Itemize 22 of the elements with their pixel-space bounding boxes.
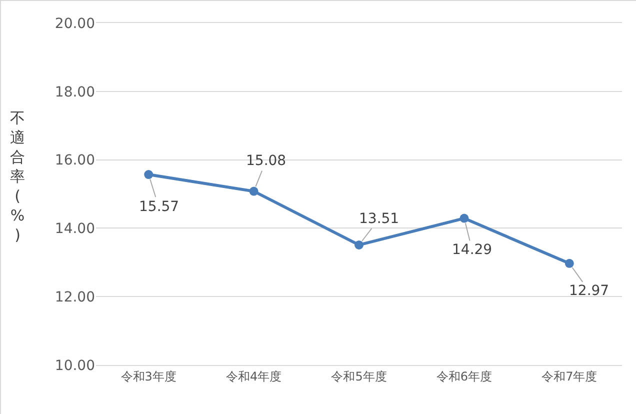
y-tick-label: 14.00 [54,221,95,238]
x-tick-label: 令和4年度 [226,369,282,384]
y-tick-label: 20.00 [54,16,95,32]
x-tick-label: 令和7年度 [542,369,598,384]
x-tick-label: 令和5年度 [331,369,387,384]
data-label: 13.51 [359,211,400,227]
point [460,214,469,223]
point [564,258,574,268]
y-tick-label: 16.00 [54,152,95,169]
data-label: 12.97 [569,283,610,299]
point [249,186,258,196]
y-tick-label: 10.00 [54,358,95,374]
y-tick-label: 18.00 [54,84,95,100]
point [144,170,154,180]
point [354,240,364,250]
x-tick-label: 令和6年度 [436,369,492,384]
data-label: 14.29 [452,242,492,258]
y-tick-label: 12.00 [54,290,95,306]
x-tick-label: 令和3年度 [120,369,176,384]
data-label: 15.08 [246,153,286,169]
y-axis-title: 不適合率(%) [10,109,25,244]
data-label: 15.57 [139,199,180,215]
